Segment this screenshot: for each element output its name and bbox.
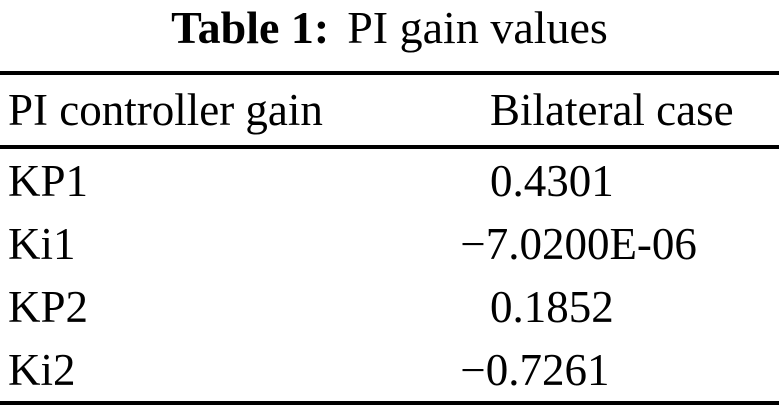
- column-header-gain: PI controller gain: [0, 73, 490, 149]
- gain-value-cell: 0.4301: [490, 155, 614, 206]
- gain-name-cell: Ki2: [8, 344, 76, 395]
- table-row: Ki2 −0.7261: [0, 338, 779, 403]
- table-caption-text: PI gain values: [347, 2, 608, 53]
- table-row: Ki1 −7.0200E-06: [0, 212, 779, 275]
- table-caption: Table 1: PI gain values: [0, 0, 779, 56]
- gain-name-cell: Ki1: [8, 218, 76, 269]
- table-row: KP2 0.1852: [0, 275, 779, 338]
- gain-name-cell: KP2: [8, 281, 89, 332]
- gain-name-cell: KP1: [8, 155, 89, 206]
- pi-gain-table: PI controller gain Bilateral case KP1 0.…: [0, 71, 779, 405]
- gain-value-cell: 0.1852: [490, 281, 614, 332]
- table-header-row: PI controller gain Bilateral case: [0, 73, 779, 149]
- table-caption-label: Table 1:: [171, 2, 330, 53]
- gain-value-cell: −0.7261: [460, 344, 610, 395]
- table-row: KP1 0.4301: [0, 147, 779, 212]
- gain-value-cell: −7.0200E-06: [460, 218, 697, 269]
- column-header-case: Bilateral case: [490, 73, 779, 149]
